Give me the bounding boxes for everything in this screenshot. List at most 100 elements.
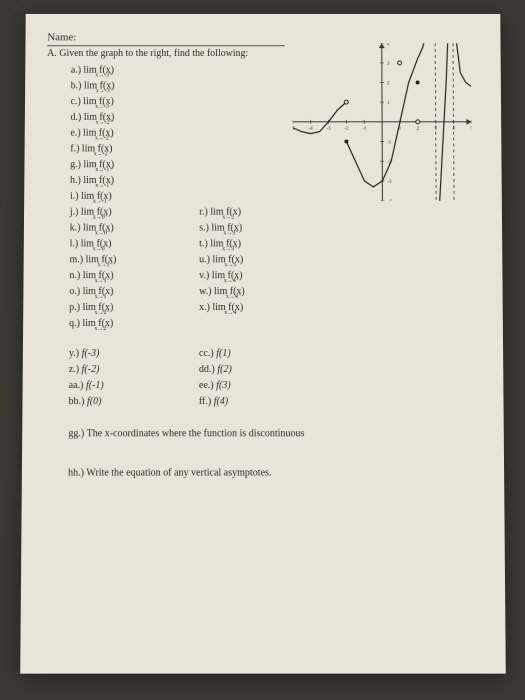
item-key: aa.) <box>68 380 83 391</box>
func-expr: f(-1) <box>85 380 103 391</box>
limit-expr: lim f(x)x→-3⁺ <box>83 63 114 79</box>
limit-item: n.) lim f(x)x→1⁻ <box>69 268 199 284</box>
limit-item: x.) lim f(x)x→4 <box>199 300 329 316</box>
item-key: t.) <box>199 238 208 249</box>
limit-expr: lim f(x)x→1 <box>82 284 113 300</box>
limit-item: q.) lim f(x)x→2⁻ <box>69 316 199 332</box>
limit-expr: lim f(x)x→3⁻ <box>210 236 241 252</box>
limit-expr: lim f(x)x→1⁻ <box>82 268 113 284</box>
limit-expr: lim f(x)x→4⁺ <box>211 268 242 284</box>
item-key: x.) <box>199 302 210 313</box>
item-key: j.) <box>69 207 78 218</box>
limit-item: c.) lim f(x)x→-3 <box>70 94 199 110</box>
item-key: u.) <box>199 254 210 265</box>
limit-item: e.) lim f(x)x→-2⁻ <box>70 126 199 142</box>
limit-expr: lim f(x)x→4⁻ <box>213 284 244 300</box>
limit-item: aa.) f(-1) <box>68 378 198 394</box>
limit-expr: lim f(x)x→4 <box>212 300 243 316</box>
limit-expr: lim f(x)x→2 <box>210 205 241 221</box>
svg-text:-1: -1 <box>387 141 392 146</box>
item-key: c.) <box>70 96 80 107</box>
limit-item: ff.) f(4) <box>198 394 328 410</box>
graph-svg: -5-4-3-2-112345-4-3-2-11234 <box>292 43 471 200</box>
limit-item: f.) lim f(x)x→-2 <box>70 142 199 158</box>
limit-item: o.) lim f(x)x→1 <box>69 284 199 300</box>
item-key: b.) <box>70 81 81 92</box>
limit-item: t.) lim f(x)x→3⁻ <box>199 236 329 252</box>
limit-expr: lim f(x)x→-2⁻ <box>83 126 114 142</box>
item-key: n.) <box>69 270 80 281</box>
item-key: dd.) <box>198 364 214 375</box>
function-graph: -5-4-3-2-112345-4-3-2-11234 <box>292 43 471 200</box>
item-key: cc.) <box>198 348 213 359</box>
item-key: ff.) <box>198 396 210 407</box>
limit-item: p.) lim f(x)x→2⁺ <box>69 300 199 316</box>
item-key: v.) <box>199 270 209 281</box>
limit-expr: lim f(x)x→-3 <box>83 94 114 110</box>
limit-expr: lim f(x)x→1⁺ <box>85 252 116 268</box>
limit-expr: lim f(x)x→-3⁻ <box>83 79 114 95</box>
item-key: m.) <box>69 254 83 265</box>
svg-text:5: 5 <box>470 127 472 132</box>
svg-text:-4: -4 <box>308 127 313 132</box>
limit-item: h.) lim f(x)x→-1⁻ <box>70 173 199 189</box>
svg-text:-2: -2 <box>344 127 349 132</box>
limits-col-1: a.) lim f(x)x→-3⁺b.) lim f(x)x→-3⁻c.) li… <box>45 63 200 332</box>
limit-expr: lim f(x)x→3⁺ <box>211 221 242 237</box>
limit-item: v.) lim f(x)x→4⁺ <box>199 268 329 284</box>
item-key: q.) <box>69 318 80 329</box>
item-key: s.) <box>199 223 209 234</box>
item-key: f.) <box>70 143 79 154</box>
item-key: h.) <box>70 175 81 186</box>
limit-item: ee.) f(3) <box>198 378 328 394</box>
item-key: z.) <box>68 364 78 375</box>
func-expr: f(0) <box>86 396 101 407</box>
limit-item: j.) lim f(x)x→0⁺ <box>69 205 198 221</box>
limit-item: w.) lim f(x)x→4⁻ <box>199 284 329 300</box>
limit-item: y.) f(-3) <box>68 346 198 362</box>
fvals-col-2: cc.) f(1)dd.) f(2)ee.) f(3)ff.) f(4) <box>198 346 328 410</box>
limit-expr: lim f(x)x→0 <box>80 236 111 252</box>
item-key: ee.) <box>198 380 213 391</box>
item-key: p.) <box>69 302 80 313</box>
fvals-col-1: y.) f(-3)z.) f(-2)aa.) f(-1)bb.) f(0) <box>68 346 198 410</box>
svg-text:-3: -3 <box>387 180 392 185</box>
svg-text:3: 3 <box>386 62 389 67</box>
func-expr: f(-3) <box>81 348 99 359</box>
limit-item: dd.) f(2) <box>198 362 328 378</box>
limit-expr: lim f(x)x→-1⁻ <box>83 173 114 189</box>
svg-text:4: 4 <box>386 43 389 47</box>
limit-item: u.) lim f(x)x→3 <box>199 252 329 268</box>
item-key: a.) <box>70 65 80 76</box>
limit-expr: lim f(x)x→-1⁺ <box>83 157 114 173</box>
item-key: r.) <box>199 207 208 218</box>
item-key: e.) <box>70 128 80 139</box>
svg-text:-1: -1 <box>362 127 367 132</box>
item-key: d.) <box>70 112 81 123</box>
limit-expr: lim f(x)x→-1 <box>80 189 111 205</box>
func-expr: f(3) <box>216 380 230 391</box>
svg-text:-3: -3 <box>326 127 331 132</box>
item-key: w.) <box>199 286 211 297</box>
question-hh: hh.) Write the equation of any vertical … <box>43 467 481 478</box>
item-key: l.) <box>69 238 78 249</box>
limit-item: a.) lim f(x)x→-3⁺ <box>70 63 199 79</box>
question-gg: gg.) The x-coordinates where the functio… <box>44 428 482 439</box>
func-expr: f(2) <box>217 364 231 375</box>
limit-item: bb.) f(0) <box>68 394 198 410</box>
func-expr: f(-2) <box>81 364 99 375</box>
limit-item: m.) lim f(x)x→1⁺ <box>69 252 199 268</box>
limit-item: cc.) f(1) <box>198 346 328 362</box>
limit-expr: lim f(x)x→3 <box>212 252 243 268</box>
limit-expr: lim f(x)x→-2⁺ <box>83 110 114 126</box>
limit-item: d.) lim f(x)x→-2⁺ <box>70 110 199 126</box>
svg-text:-4: -4 <box>387 200 392 201</box>
limit-expr: lim f(x)x→-2 <box>81 142 112 158</box>
limit-expr: lim f(x)x→2⁻ <box>82 316 113 332</box>
limit-item: i.) lim f(x)x→-1 <box>69 189 198 205</box>
limit-item: s.) lim f(x)x→3⁺ <box>199 221 329 237</box>
item-key: o.) <box>69 286 80 297</box>
item-key: y.) <box>68 348 78 359</box>
worksheet-page: Name: A. Given the graph to the right, f… <box>20 14 506 674</box>
limit-sub: x→2⁻ <box>94 325 109 335</box>
